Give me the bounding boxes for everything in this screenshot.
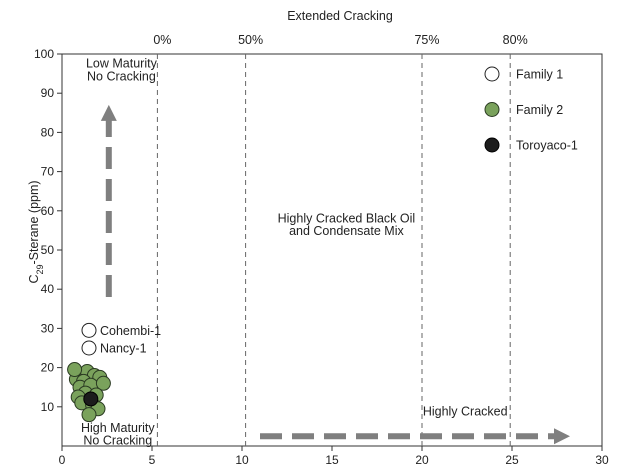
x-tick-label: 20 <box>415 453 429 466</box>
legend-label: Family 1 <box>516 68 563 82</box>
annotation: Highly Cracked <box>423 404 508 418</box>
y-tick-label: 50 <box>41 243 55 257</box>
y-tick-label: 20 <box>41 361 55 375</box>
legend-label: Family 2 <box>516 103 563 117</box>
y-tick-label: 80 <box>41 125 55 139</box>
annotation: No Cracking <box>87 70 156 84</box>
maturity-arrowhead <box>100 104 117 121</box>
legend-marker <box>484 137 500 153</box>
chart-title: Extended Cracking <box>287 9 393 23</box>
legend-marker <box>484 66 500 82</box>
point-family-2 <box>67 362 83 378</box>
y-tick-label: 90 <box>41 86 55 100</box>
cracking-label: 0% <box>153 33 171 47</box>
x-tick-label: 5 <box>149 453 156 466</box>
cracking-arrowhead <box>554 428 570 445</box>
annotation: High Maturity <box>81 421 155 435</box>
y-axis-label: C29-Sterane (ppm) <box>27 180 45 283</box>
point-toroyaco-1 <box>83 391 99 407</box>
point-family-2 <box>95 375 111 391</box>
annotation: No Cracking <box>83 433 152 447</box>
x-tick-label: 30 <box>595 453 609 466</box>
x-tick-label: 25 <box>505 453 519 466</box>
annotation: Highly Cracked Black Oil <box>278 212 416 226</box>
point-label: Nancy-1 <box>100 342 147 356</box>
y-tick-label: 100 <box>34 47 54 61</box>
x-tick-label: 0 <box>59 453 66 466</box>
annotation: Low Maturity <box>86 57 158 71</box>
legend-marker <box>484 102 500 117</box>
annotation: and Condensate Mix <box>289 224 404 238</box>
y-tick-label: 70 <box>41 165 55 179</box>
x-tick-label: 10 <box>235 453 249 466</box>
y-tick-label: 10 <box>41 400 55 414</box>
cracking-label: 50% <box>238 33 263 47</box>
point-family-1 <box>81 340 97 356</box>
y-tick-label: 40 <box>41 282 55 296</box>
cracking-label: 75% <box>414 33 439 47</box>
point-family-1 <box>81 322 97 338</box>
cracking-label: 80% <box>503 33 528 47</box>
legend-label: Toroyaco-1 <box>516 139 578 153</box>
point-family-2 <box>81 407 97 423</box>
point-label: Cohembi-1 <box>100 324 161 338</box>
y-tick-label: 60 <box>41 204 55 218</box>
x-tick-label: 15 <box>325 453 339 466</box>
y-tick-label: 30 <box>41 321 55 335</box>
